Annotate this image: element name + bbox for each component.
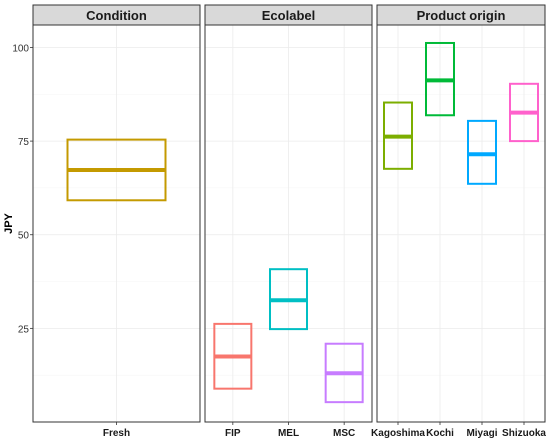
y-tick-label: 25 xyxy=(18,324,30,335)
x-tick-label: Shizuoka xyxy=(502,428,546,439)
facet-strip-title: Ecolabel xyxy=(262,8,315,23)
facet-strip-title: Product origin xyxy=(417,8,506,23)
panel-border xyxy=(204,24,373,423)
x-tick-label: MSC xyxy=(333,428,355,439)
panel-border xyxy=(376,24,546,423)
facet-panels: Condition Fresh Ecolabel FIP MEL MSC Product o… xyxy=(32,4,546,439)
facet-panel-condition: Condition Fresh xyxy=(32,4,201,439)
panel-background xyxy=(377,25,545,422)
facet-strip-title: Condition xyxy=(86,8,147,23)
y-axis-title: JPY xyxy=(3,212,15,233)
x-tick-label: MEL xyxy=(278,428,299,439)
x-tick-label: Kagoshima xyxy=(371,428,425,439)
facet-panel-product-origin: Product origin Kagoshima Kochi Miyagi Shizuo… xyxy=(371,4,546,439)
y-tick-label: 50 xyxy=(18,231,30,242)
y-axis: 25 50 75 100 xyxy=(12,43,33,335)
x-tick-label: Fresh xyxy=(103,428,130,439)
y-tick-label: 100 xyxy=(12,43,29,54)
x-tick-label: Kochi xyxy=(426,428,454,439)
facet-panel-ecolabel: Ecolabel FIP MEL MSC xyxy=(204,4,373,439)
panel-border xyxy=(32,24,201,423)
y-tick-label: 75 xyxy=(18,137,30,148)
x-tick-label: FIP xyxy=(225,428,241,439)
x-tick-label: Miyagi xyxy=(466,428,497,439)
